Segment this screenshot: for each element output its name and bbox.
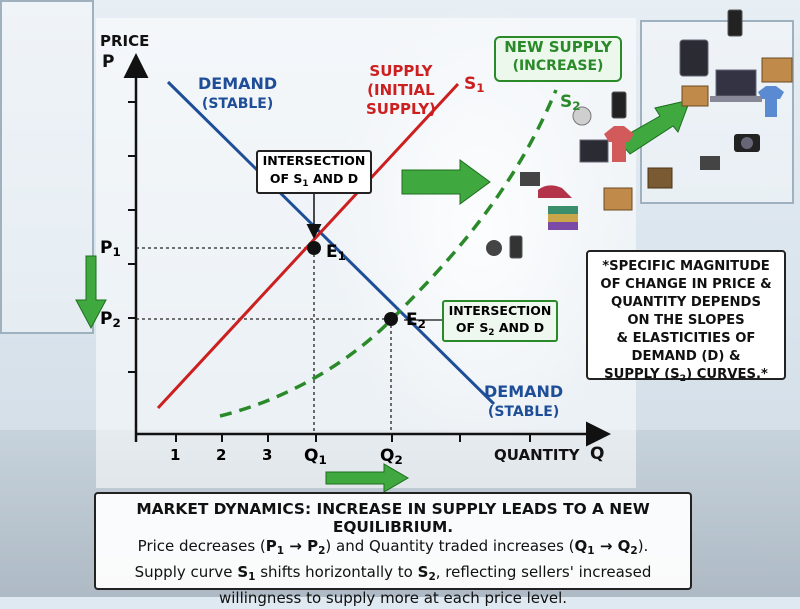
gadget-icons (486, 106, 720, 256)
intersection-s1-callout: INTERSECTION OF S1 AND D (256, 150, 372, 194)
goods-boxes-icon (603, 57, 793, 211)
y-axis-symbol: P (102, 52, 115, 72)
right-arrow-icon (401, 159, 491, 205)
new-supply-label: NEW SUPPLY (INCREASE) (494, 36, 622, 82)
equilibrium-point-e2 (384, 312, 398, 326)
sneaker-icon (538, 185, 572, 198)
monitor-left (0, 0, 94, 334)
goods-flow-arrow-icon (617, 99, 691, 155)
demand-label-bottom: DEMAND (STABLE) (484, 382, 564, 420)
x-tick-label: 1 (170, 446, 181, 464)
laptop-icon (710, 69, 762, 102)
p2-label: P2 (100, 309, 121, 330)
demand-label-top: DEMAND (STABLE) (198, 74, 278, 112)
q2-label: Q2 (380, 446, 403, 467)
x-axis-title: QUANTITY (494, 446, 580, 464)
summary-box: MARKET DYNAMICS: INCREASE IN SUPPLY LEAD… (94, 492, 692, 607)
e2-label: E2 (406, 310, 426, 331)
summary-line-2: Supply curve S1 shifts horizontally to S… (134, 563, 652, 583)
intersection-s2-callout: INTERSECTION OF S2 AND D (442, 300, 558, 342)
summary-title: MARKET DYNAMICS: INCREASE IN SUPPLY LEAD… (136, 500, 650, 536)
supply-curve-s2 (219, 89, 558, 418)
s1-label: S1 (464, 74, 485, 95)
x-tick-label: 3 (262, 446, 273, 464)
elasticity-note: *SPECIFIC MAGNITUDE OF CHANGE IN PRICE &… (586, 250, 786, 384)
clothing-stack-icon (548, 206, 578, 230)
summary-line-1: Price decreases (P1 → P2) and Quantity t… (137, 537, 649, 557)
p1-label: P1 (100, 238, 121, 259)
q1-label: Q1 (304, 446, 327, 467)
equilibrium-point-e1 (307, 241, 321, 255)
down-arrow-icon (75, 255, 107, 330)
camera-icon (734, 134, 760, 152)
summary-line-3: willingness to supply more at each price… (218, 589, 568, 607)
smartphone-icon (509, 9, 743, 259)
y-axis-title: PRICE (100, 32, 150, 50)
s2-label: S2 (560, 92, 581, 113)
quantity-arrow-icon (325, 463, 409, 493)
tablet-icon (579, 39, 709, 163)
shirt-icon (604, 86, 784, 162)
demand-curve (166, 80, 496, 406)
e1-label: E1 (326, 242, 346, 263)
supply-initial-label: SUPPLY (INITIAL SUPPLY) (366, 62, 436, 118)
x-axis-symbol: Q (590, 444, 605, 464)
chart-panel (96, 18, 636, 488)
x-tick-label: 2 (216, 446, 227, 464)
